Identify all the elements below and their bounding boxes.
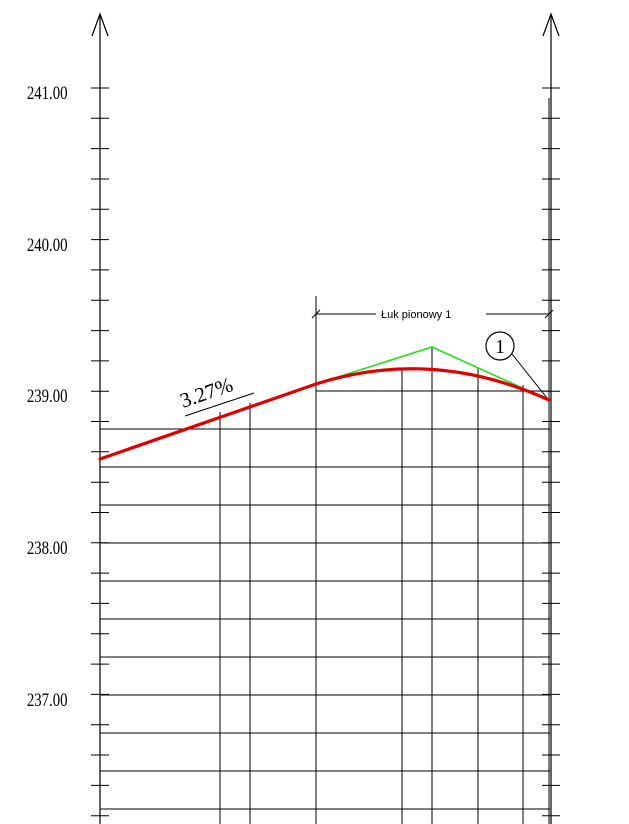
elevation-label: 241.00 xyxy=(27,82,68,103)
dimension-tick-icon xyxy=(311,309,321,319)
vertical-curve-label: Łuk pionowy 1 xyxy=(381,309,451,321)
left-elevation-labels: 241.00 240.00 239.00 238.00 237.00 xyxy=(27,82,68,710)
horizontal-grid-lines xyxy=(100,390,550,810)
axis-ticks xyxy=(542,87,560,817)
elevation-label: 240.00 xyxy=(27,234,68,255)
profile-curve xyxy=(98,367,551,461)
callout-leader xyxy=(511,353,548,399)
grade-underline xyxy=(184,392,255,417)
callout-circle-icon xyxy=(485,331,515,361)
callout-number: 1 xyxy=(495,336,505,358)
elevation-label: 237.00 xyxy=(27,689,68,710)
elevation-label: 238.00 xyxy=(27,537,68,558)
left-elevation-axis xyxy=(91,12,109,824)
grade-label: 3.27% xyxy=(177,372,236,412)
right-elevation-axis xyxy=(542,12,560,824)
vertical-curve-dimension: Łuk pionowy 1 xyxy=(311,309,554,321)
axis-arrow-icon xyxy=(91,12,109,37)
axis-ticks xyxy=(91,87,109,817)
elevation-label: 239.00 xyxy=(27,385,68,406)
tangent-lines xyxy=(315,346,550,401)
station-lines xyxy=(219,98,550,824)
tangent-polyline xyxy=(315,346,550,401)
axis-arrow-icon xyxy=(542,12,560,37)
dimension-tick-icon xyxy=(544,309,554,319)
callout: 1 xyxy=(485,331,548,399)
